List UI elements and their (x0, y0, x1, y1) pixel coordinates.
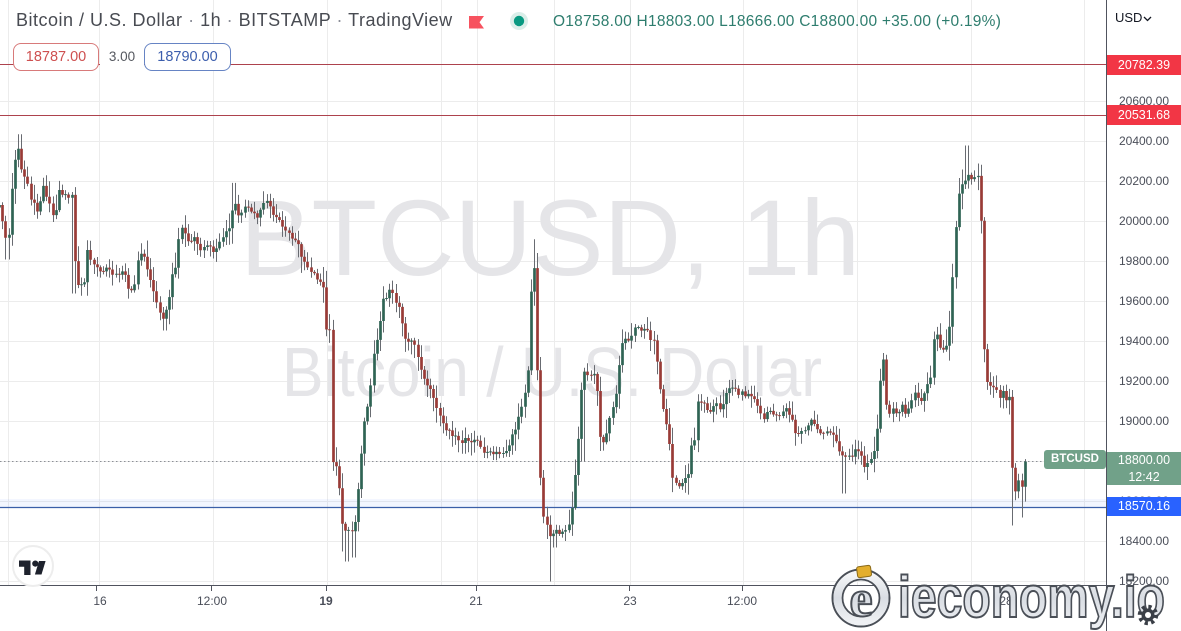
svg-text:Bitcoin / U.S. Dollar: Bitcoin / U.S. Dollar (282, 333, 822, 411)
svg-text:ieconomy.io: ieconomy.io (898, 565, 1165, 630)
svg-text:e: e (849, 571, 872, 628)
svg-text:BTCUSD, 1h: BTCUSD, 1h (240, 177, 860, 298)
